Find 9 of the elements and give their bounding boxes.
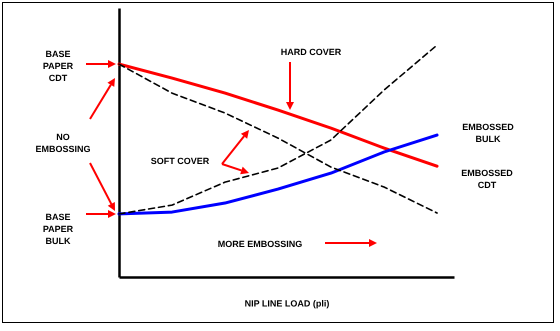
text: NO EMBOSSING (35, 132, 91, 154)
text: EMBOSSED CDT (461, 168, 514, 190)
annotation: SOFT COVER (150, 156, 210, 166)
x-axis-title: NIP LINE LOAD (pli) (244, 298, 330, 308)
annotation: HARD COVER (280, 47, 342, 57)
text: BASE PAPER CDT (42, 49, 74, 83)
annotation: MORE EMBOSSING (218, 239, 302, 249)
text: EMBOSSED BULK (462, 122, 514, 144)
text: BASE PAPER BULK (42, 212, 74, 246)
